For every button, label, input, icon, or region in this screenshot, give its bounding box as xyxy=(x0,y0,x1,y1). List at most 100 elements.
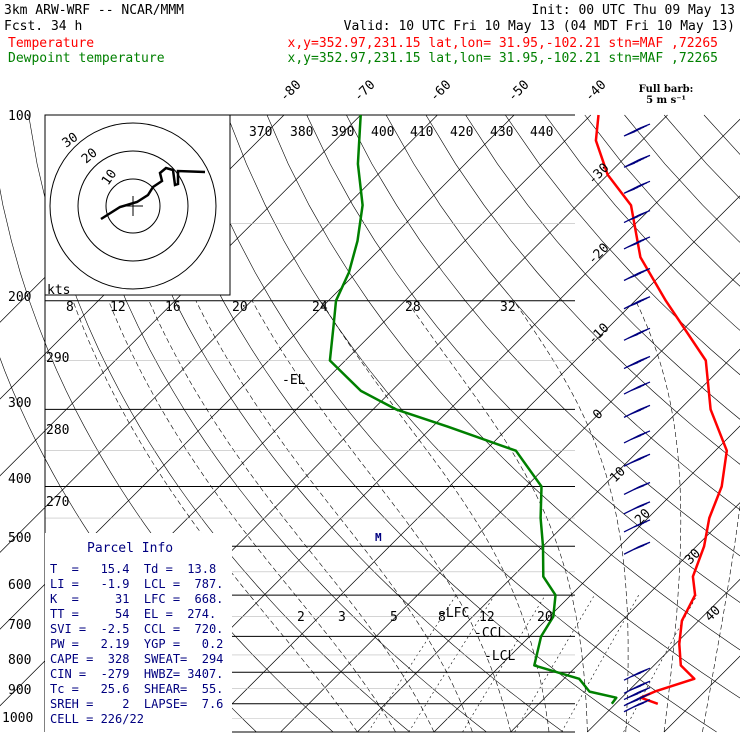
theta-label-430: 430 xyxy=(490,125,513,140)
isotherm-line xyxy=(0,114,361,477)
barb-key-line2: 5 m s⁻¹ xyxy=(646,95,686,106)
mixing-ratio-label-20: 20 xyxy=(537,610,553,625)
mixing-ratio-line xyxy=(514,594,595,733)
barb-key-line1: Full barb: xyxy=(639,84,694,95)
legend-dewpoint-info: x,y=352.97,231.15 lat,lon= 31.95,-102.21… xyxy=(288,51,718,66)
theta-label-370: 370 xyxy=(249,125,272,140)
hodograph-ring-label-30: 30 xyxy=(60,130,81,151)
wind-barb-feather xyxy=(627,273,639,280)
hodograph: 10 20 30 xyxy=(44,114,231,296)
parcel-marker: M xyxy=(375,531,382,544)
parcel-info-row-3: K = 31 LFC = 668. xyxy=(50,592,223,606)
isotherm-label-m80: -80 xyxy=(277,78,304,105)
wind-barb xyxy=(623,355,651,370)
wind-barb xyxy=(623,667,651,681)
parcel-info-row-10: SREH = 2 LAPSE= 7.6 xyxy=(50,697,223,711)
isotherm-label-10: 10 xyxy=(607,464,629,486)
wind-barb-feather xyxy=(624,130,636,137)
wind-barb-feather xyxy=(627,302,639,308)
pressure-label-800: 800 xyxy=(8,653,31,668)
theta-label-440: 440 xyxy=(530,125,553,140)
mixing-ratio-label-5: 5 xyxy=(390,610,398,625)
hodograph-ring-outer xyxy=(49,122,217,290)
wind-barb xyxy=(623,541,651,555)
parcel-info-row-5: SVI = -2.5 CCL = 720. xyxy=(50,622,223,636)
legend-dewpoint-name: Dewpoint temperature xyxy=(8,51,165,66)
wind-barb xyxy=(623,236,651,250)
wind-barb-feather xyxy=(633,484,645,491)
isotherm-line xyxy=(203,195,740,733)
wind-barb-feather xyxy=(630,458,642,464)
isotherm-line xyxy=(510,502,740,733)
parcel-info-row-8: CIN = -279 HWBZ= 3407. xyxy=(50,667,223,681)
mixing-ratio-label-8: 8 xyxy=(438,610,446,625)
wind-barb-feather xyxy=(630,434,642,441)
isotherm-label-m50: -50 xyxy=(505,78,532,105)
wind-barb xyxy=(623,430,651,444)
wind-barb xyxy=(623,154,651,168)
ccl-marker: -CCL xyxy=(474,626,505,641)
lfc-marker: -LFC xyxy=(438,606,469,621)
hodograph-ylabel-270: 270 xyxy=(46,495,69,510)
wind-barb-feather xyxy=(624,188,636,194)
wind-barb xyxy=(623,481,651,496)
wind-barb xyxy=(623,699,651,713)
isotherm-label-m20: -20 xyxy=(585,241,612,268)
mixing-ratio-label-3: 3 xyxy=(338,610,346,625)
dewpoint-profile xyxy=(328,114,618,705)
hodograph-ylabel-290: 290 xyxy=(46,351,69,366)
isotherm-line xyxy=(433,425,740,733)
hodograph-ring-middle xyxy=(77,150,189,262)
moist-adiabat-line xyxy=(635,300,682,733)
wind-barb xyxy=(623,209,651,224)
pressure-label-1000: 1000 xyxy=(2,711,33,726)
parcel-info-row-4: TT = 54 EL = 274. xyxy=(50,607,216,621)
hodograph-ylabel-280: 280 xyxy=(46,423,69,438)
lcl-marker: -LCL xyxy=(484,649,515,664)
wind-barb-feather xyxy=(630,409,642,415)
pressure-label-600: 600 xyxy=(8,578,31,593)
wind-barb-feather xyxy=(627,333,639,339)
hodograph-xlabel-12: 12 xyxy=(110,300,126,315)
isotherm-label-m60: -60 xyxy=(427,78,454,105)
moist-adiabat-line xyxy=(702,504,740,733)
parcel-info-row-1: T = 15.4 Td = 13.8 xyxy=(50,562,216,576)
wind-barb-feather xyxy=(630,385,642,392)
dry-adiabat-line xyxy=(465,114,740,420)
hodograph-xlabel-24: 24 xyxy=(312,300,328,315)
hodograph-ring-inner xyxy=(105,178,161,234)
dry-adiabat-line xyxy=(505,114,740,376)
moist-adiabat-line xyxy=(251,300,511,733)
valid-time: Valid: 10 UTC Fri 10 May 13 (04 MDT Fri … xyxy=(344,19,735,34)
hodograph-ring-label-10: 10 xyxy=(99,167,120,188)
el-marker: -EL xyxy=(282,373,306,388)
isotherm-label-m40: -40 xyxy=(582,78,609,105)
wind-barb xyxy=(623,381,651,395)
hodograph-xlabel-28: 28 xyxy=(405,300,421,315)
moist-adiabat-line xyxy=(320,300,550,733)
theta-label-390: 390 xyxy=(331,125,354,140)
wind-barb-feather xyxy=(630,685,642,691)
wind-barb-feather xyxy=(633,504,645,510)
moist-adiabat-line xyxy=(513,300,629,733)
hodograph-unit: kts xyxy=(47,283,70,298)
theta-label-380: 380 xyxy=(290,125,313,140)
mixing-ratio-line xyxy=(561,594,639,733)
theta-label-410: 410 xyxy=(410,125,433,140)
pressure-label-400: 400 xyxy=(8,472,31,487)
dry-adiabat-line xyxy=(306,114,740,603)
mixing-ratio-line xyxy=(462,594,546,733)
pressure-label-900: 900 xyxy=(8,683,31,698)
wind-barb-feather xyxy=(627,242,639,248)
wind-barb xyxy=(623,680,651,694)
profile-series xyxy=(328,114,729,705)
dry-adiabat-line xyxy=(425,114,740,465)
wind-barb-feather xyxy=(633,702,645,708)
pressure-label-700: 700 xyxy=(8,618,31,633)
wind-barb xyxy=(623,267,651,282)
wind-barb xyxy=(623,501,651,515)
wind-barb xyxy=(623,123,651,137)
wind-barb xyxy=(623,327,651,341)
isotherm-line xyxy=(0,114,438,553)
